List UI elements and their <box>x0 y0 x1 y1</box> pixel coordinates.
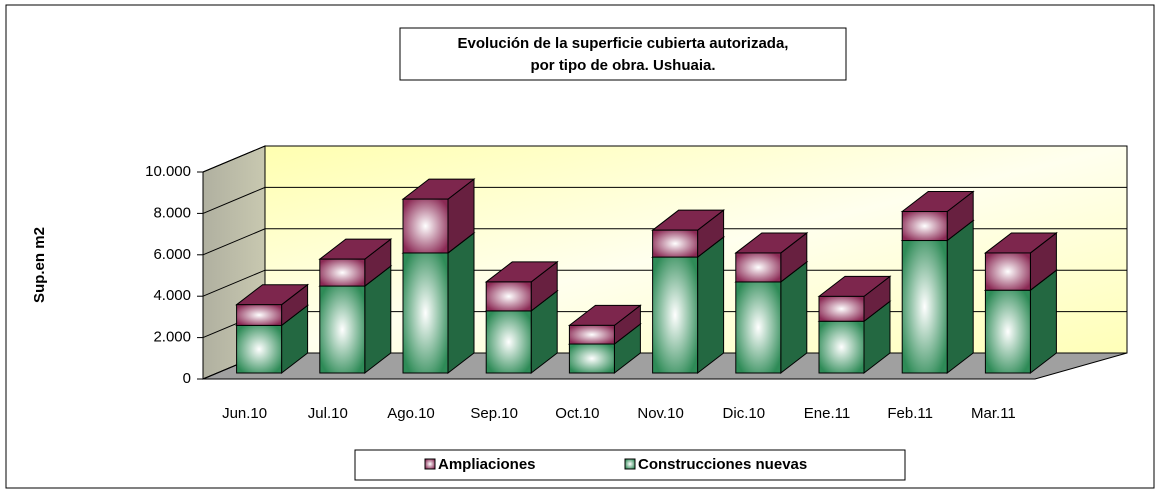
grid-line <box>202 186 1127 214</box>
x-tick-label: Ene.11 <box>804 405 850 422</box>
chart-title: Evolución de la superficie cubierta auto… <box>458 35 789 52</box>
x-tick-label: Mar.11 <box>971 405 1016 422</box>
grid-line <box>202 228 1127 256</box>
legend-label: Ampliaciones <box>438 456 536 473</box>
bar-side <box>946 219 974 375</box>
bar <box>984 252 1031 291</box>
bar-side <box>697 236 725 375</box>
x-tick-label: Oct.10 <box>555 405 599 422</box>
y-tick-label: 2.000 <box>153 329 191 346</box>
bar <box>652 229 699 258</box>
y-tick-label: 6.000 <box>153 246 191 263</box>
y-tick-label: 0 <box>183 370 191 387</box>
x-tick-label: Nov.10 <box>637 405 683 422</box>
bar <box>319 285 366 374</box>
legend-swatch <box>424 458 436 470</box>
bar <box>984 289 1031 374</box>
bar <box>319 258 366 287</box>
legend-label: Construcciones nuevas <box>638 456 807 473</box>
y-tick-label: 8.000 <box>153 204 191 221</box>
y-tick-label: 4.000 <box>153 287 191 304</box>
bar <box>402 198 449 254</box>
y-axis-label: Sup.en m2 <box>31 227 48 303</box>
bar <box>236 324 283 374</box>
chart-title: por tipo de obra. Ushuaia. <box>530 57 715 74</box>
grid-line <box>202 269 1127 297</box>
bar <box>485 310 532 374</box>
bar <box>735 252 782 283</box>
bar <box>236 304 283 326</box>
x-tick-label: Ago.10 <box>387 405 435 422</box>
bar <box>568 343 615 374</box>
x-tick-label: Feb.11 <box>887 405 933 422</box>
bar <box>568 324 615 345</box>
bar <box>818 320 865 374</box>
grid-line <box>202 145 1127 173</box>
bar <box>652 256 699 374</box>
bar-side <box>447 231 475 375</box>
legend-swatch <box>624 458 636 470</box>
y-tick-label: 10.000 <box>145 163 191 180</box>
bar <box>901 211 948 242</box>
bar <box>901 240 948 374</box>
title-box <box>399 27 847 81</box>
x-tick-label: Dic.10 <box>723 405 766 422</box>
bar <box>818 295 865 322</box>
x-tick-label: Sep.10 <box>470 405 518 422</box>
bar <box>402 252 449 374</box>
bar <box>485 281 532 312</box>
bar <box>735 281 782 374</box>
x-tick-label: Jul.10 <box>308 405 348 422</box>
x-tick-label: Jun.10 <box>222 405 267 422</box>
